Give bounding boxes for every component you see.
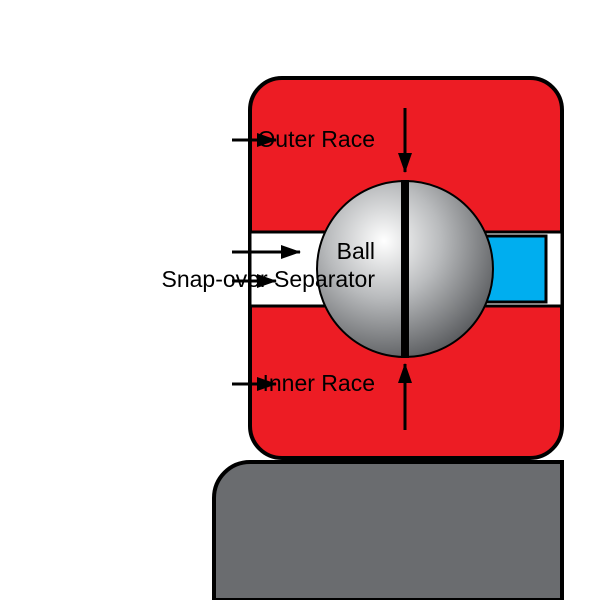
diagram-stage: Outer Race Ball Snap-over Separator Inne… [0,0,600,600]
label-ball: Ball [337,238,375,265]
label-outer-race: Outer Race [257,126,375,153]
bearing-cross-section-svg [0,0,600,600]
label-separator: Snap-over Separator [161,266,375,293]
shaft-shoulder [214,462,562,600]
label-inner-race: Inner Race [262,370,375,397]
